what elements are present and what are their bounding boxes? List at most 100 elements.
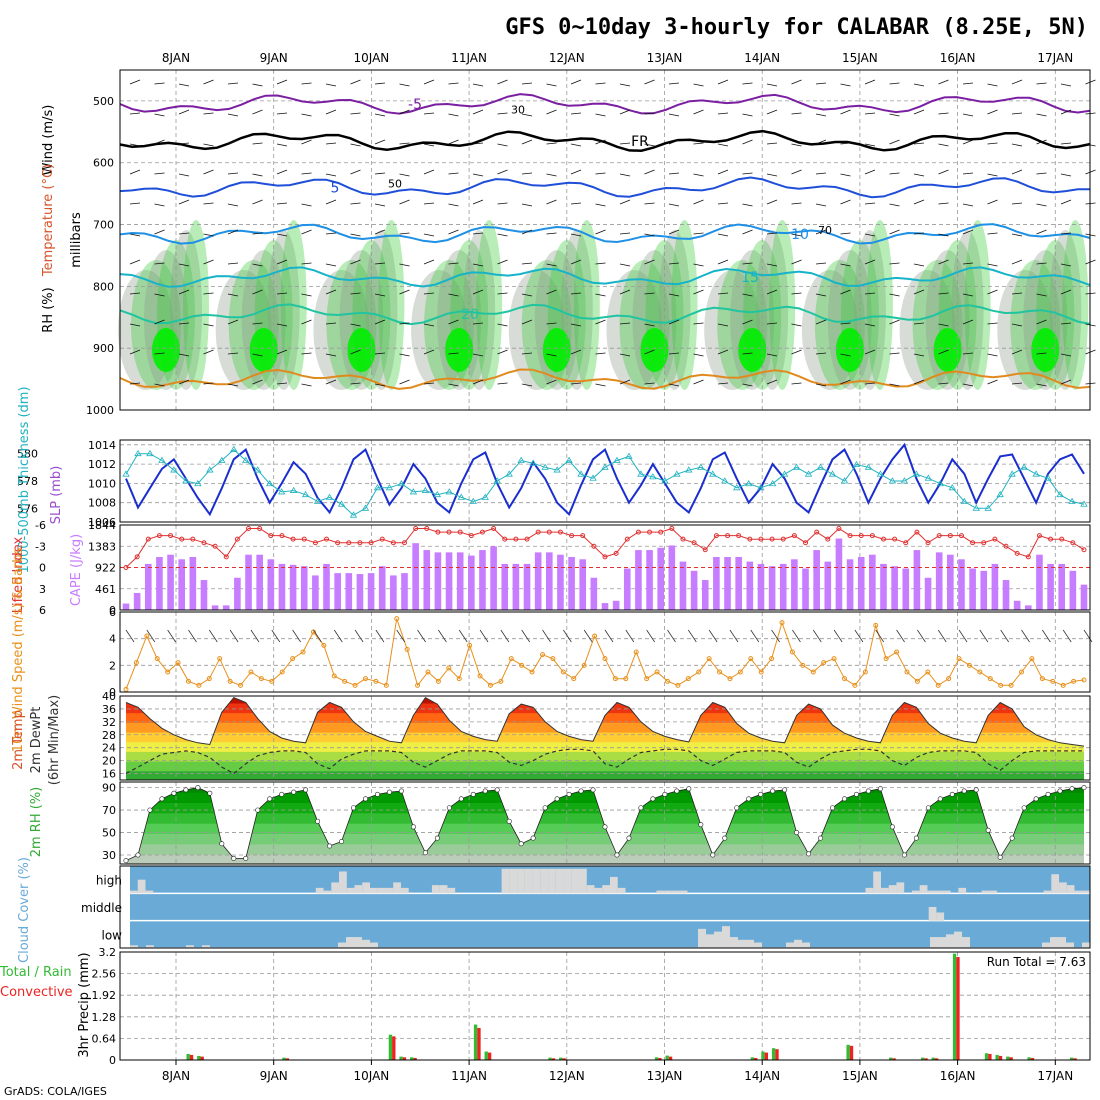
wind-barb [693, 289, 704, 295]
wind-barb [448, 262, 459, 265]
wind-barb [472, 83, 484, 87]
data-point [649, 473, 657, 480]
cloud-bar [354, 937, 362, 948]
precip-conv-bar [849, 1045, 854, 1060]
wind-barb [521, 172, 533, 175]
wind-barb [497, 202, 508, 205]
lifted-index-point [635, 529, 641, 535]
wind-barb [864, 292, 876, 295]
data-point [206, 466, 214, 473]
cape-bar [969, 568, 976, 610]
cloud-bar [146, 945, 154, 948]
wind-barb [350, 112, 361, 115]
wind-barb [154, 172, 165, 175]
rh-point [925, 805, 931, 811]
data-point [481, 493, 489, 500]
wind-barb [595, 262, 606, 265]
cape-bar [835, 538, 843, 610]
precip-conv-bar [658, 1057, 662, 1060]
left-tick-label: 580 [17, 448, 38, 461]
cape-bar [779, 563, 787, 610]
wind-barb [570, 202, 582, 205]
cloud-bar [540, 868, 549, 894]
temp-band [126, 721, 1084, 733]
cape-bar [289, 564, 297, 610]
rh-tick-label: 50 [102, 827, 116, 840]
wind-barb [913, 199, 925, 205]
rh-band [126, 812, 1084, 824]
rh-point [698, 822, 704, 828]
cape-bar [278, 563, 286, 610]
cloud-label: Cloud Cover (%) [17, 857, 32, 963]
wind-barb [595, 352, 606, 355]
lifted-index-point [580, 533, 586, 539]
cape-bar [156, 556, 163, 610]
cloud-bar [722, 926, 730, 948]
lifted-index-point [1014, 550, 1020, 556]
lifted-index-point [435, 529, 441, 535]
wind-barb [399, 199, 410, 205]
cloud-bar [602, 885, 610, 894]
wind-speed-point [508, 656, 514, 662]
wind-speed-point [789, 649, 795, 655]
rh-point [961, 788, 967, 794]
wind-barb [1011, 112, 1023, 115]
wind-barb [913, 142, 925, 145]
wind-barb [546, 379, 557, 385]
cape-bar [367, 573, 375, 610]
wind-barb [448, 352, 459, 355]
cloud-bar [930, 937, 938, 948]
wind-barb [276, 323, 288, 327]
wind-barb [1036, 229, 1047, 235]
cape-bar [980, 570, 988, 610]
data-point [924, 474, 933, 481]
lifted-index-label: Lifted Index [11, 536, 26, 613]
rh-contour-label: 50 [388, 177, 402, 190]
data-point [733, 484, 741, 491]
wind-barb [668, 352, 680, 355]
wind-barb [154, 352, 165, 355]
footer-credit: GrADS: COLA/IGES [4, 1085, 107, 1098]
wind-barb [766, 232, 778, 235]
wind-barb [889, 113, 900, 117]
lifted-index-point [947, 533, 953, 539]
cape-bar [189, 556, 197, 610]
wind-barb [203, 382, 214, 385]
rh-band [126, 801, 1084, 814]
wind-barb [252, 199, 263, 205]
lifted-index-point [390, 540, 396, 546]
wind-speed-point [196, 682, 202, 688]
rh-point [1021, 805, 1027, 811]
wind-barb [766, 83, 778, 87]
wind-barb [693, 109, 704, 115]
data-point [1032, 470, 1040, 477]
surface-wind-barb [1021, 629, 1030, 643]
date-axes: 8JAN 8JAN 9JAN 9JAN 10JAN 10JAN 11JAN 11JAN 12JA… [162, 51, 1073, 1083]
wind-speed-point [873, 622, 879, 628]
wind-barb [448, 82, 459, 85]
precip-tick-label: 1.92 [92, 989, 117, 1002]
precip-conv-bar [924, 1058, 928, 1060]
surface-wind-barb [667, 629, 676, 643]
lifted-index-point [279, 533, 285, 539]
cloud-level-label: low [102, 928, 123, 942]
cape-bar [434, 552, 442, 610]
wind-barb [717, 259, 729, 265]
wind-barb [717, 143, 729, 147]
wind-barb [815, 229, 827, 235]
wind-barb [276, 202, 288, 205]
surface-wind-barb [563, 629, 572, 643]
wind-barb [1011, 259, 1023, 265]
wind-barb [521, 139, 533, 145]
wind-barb [766, 142, 778, 145]
wind-barb [521, 293, 533, 297]
wind-barb [301, 293, 312, 297]
lifted-index-point [780, 536, 786, 542]
wind-barb [889, 82, 900, 85]
wind-barb [423, 169, 435, 175]
wind-barb [987, 263, 998, 267]
precip-total-bar [197, 1055, 201, 1060]
precip-total-bar [995, 1054, 999, 1060]
wind-barb [987, 173, 998, 177]
wind-barb [1060, 232, 1072, 235]
